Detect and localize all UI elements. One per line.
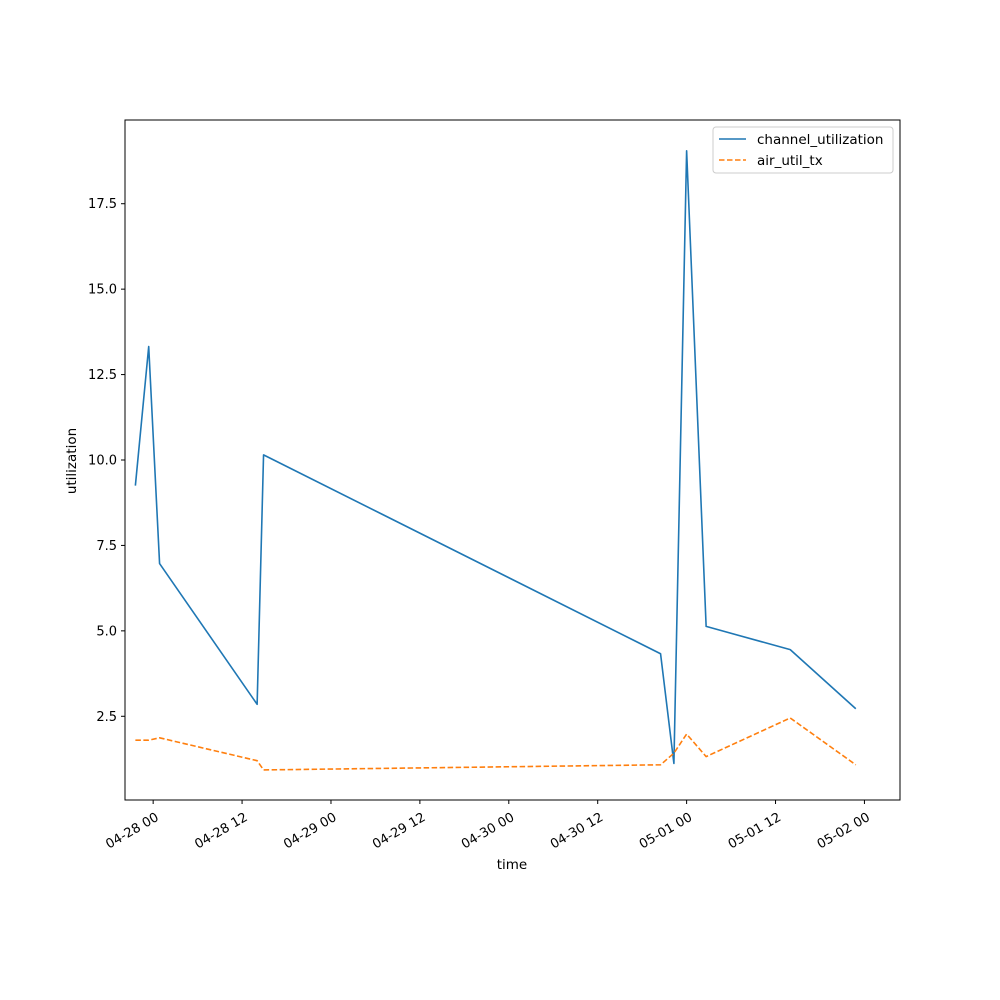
legend-box <box>712 126 894 174</box>
legend-label: air_util_tx <box>757 153 823 169</box>
series-line-air-util-tx <box>135 717 857 771</box>
y-tick-label: 7.5 <box>96 539 117 554</box>
legend: channel_utilization air_util_tx <box>712 126 894 174</box>
y-tick-label: 17.5 <box>88 197 117 212</box>
series-line-channel-utilization <box>134 149 857 765</box>
y-tick-label: 12.5 <box>88 368 117 383</box>
y-tick-label: 10.0 <box>88 454 117 469</box>
y-tick-label: 5.0 <box>96 624 117 639</box>
series-layer <box>134 149 857 771</box>
y-axis-title: utilization <box>64 428 80 494</box>
x-axis-title: time <box>497 857 528 873</box>
y-axis: 2.5 5.0 7.5 10.0 12.5 15.0 17.5 <box>88 197 125 725</box>
y-tick-label: 2.5 <box>96 710 117 725</box>
legend-label: channel_utilization <box>757 132 884 148</box>
y-tick-label: 15.0 <box>88 283 117 298</box>
